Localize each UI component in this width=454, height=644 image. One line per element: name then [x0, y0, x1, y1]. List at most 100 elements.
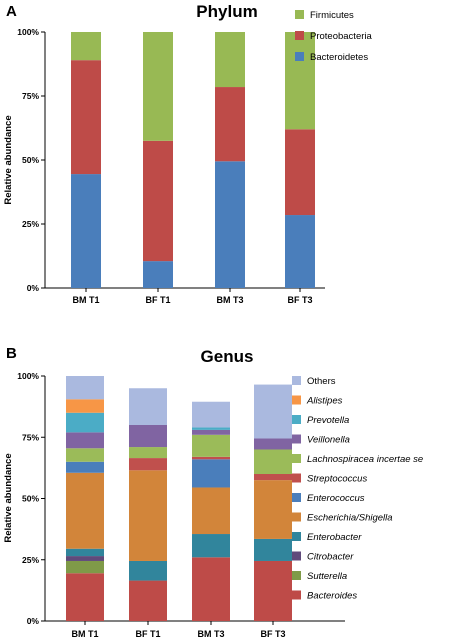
- legend-swatch-citrobacter: [292, 551, 301, 561]
- bar-firmicutes-bm-t3: [215, 32, 245, 88]
- legend-swatch-prevotella: [292, 415, 301, 424]
- legend-swatch-others: [292, 376, 301, 385]
- legend-label-enterobacter: Enterobacter: [307, 532, 362, 543]
- chart-panel-a: A Phylum 0% 25% 50% 75% 100% Relative abundance…: [3, 2, 373, 305]
- y-axis-title: Relative abundance: [3, 453, 14, 542]
- panel-letter: A: [6, 3, 17, 20]
- legend-label-sutterella: Sutterella: [307, 571, 347, 582]
- legend-swatch-escherichia-shigella: [292, 512, 301, 522]
- bar-bacteroidetes-bm-t1: [71, 174, 101, 288]
- panel-letter: B: [6, 345, 17, 362]
- bar-lachnospiracea-incertae-se-bm-t1: [66, 448, 104, 462]
- chart-title: Genus: [201, 347, 254, 366]
- bar-proteobacteria-bm-t1: [71, 60, 101, 175]
- bar-sutterella-bm-t1: [66, 560, 104, 574]
- x-tick-label: BM T3: [217, 295, 244, 305]
- legend-label-alistipes: Alistipes: [306, 396, 343, 407]
- bar-escherichia-shigella-bf-t1: [129, 470, 167, 561]
- bar-enterobacter-bf-t1: [129, 560, 167, 581]
- legend-swatch-alistipes: [292, 395, 301, 405]
- bar-escherichia-shigella-bf-t3: [254, 480, 292, 539]
- chart-title: Phylum: [196, 2, 257, 21]
- bar-lachnospiracea-incertae-se-bf-t1: [129, 447, 167, 459]
- bar-lachnospiracea-incertae-se-bm-t3: [192, 434, 230, 457]
- bar-veillonella-bm-t1: [66, 432, 104, 449]
- bar-bacteroides-bf-t1: [129, 580, 167, 621]
- legend-swatch-proteobacteria: [295, 31, 304, 40]
- bar-proteobacteria-bf-t1: [143, 140, 173, 262]
- y-tick-label: 0%: [27, 616, 40, 626]
- bar-citrobacter-bm-t1: [66, 556, 104, 561]
- bar-enterobacter-bm-t1: [66, 548, 104, 557]
- y-tick-label: 100%: [17, 27, 39, 37]
- bar-veillonella-bf-t3: [254, 438, 292, 450]
- bar-bacteroidetes-bf-t1: [143, 261, 173, 288]
- x-tick-label: BM T3: [198, 629, 225, 639]
- legend-swatch-streptococcus: [292, 473, 301, 483]
- legend-label-enterococcus: Enterococcus: [307, 493, 365, 504]
- legend-label-lachnospiracea-incertae-se: Lachnospiracea incertae se: [307, 454, 423, 465]
- bar-enterobacter-bf-t3: [254, 538, 292, 561]
- legend-label-prevotella: Prevotella: [307, 415, 349, 426]
- legend-swatch-bacteroidetes: [295, 52, 304, 61]
- y-tick-label: 0%: [27, 283, 40, 293]
- y-tick-label: 100%: [17, 371, 39, 381]
- legend-label-firmicutes: Firmicutes: [310, 10, 354, 21]
- legend-label-bacteroidetes: Bacteroidetes: [310, 52, 368, 63]
- y-tick-label: 75%: [22, 432, 39, 442]
- x-tick-label: BF T3: [260, 629, 285, 639]
- bar-escherichia-shigella-bm-t3: [192, 487, 230, 535]
- legend-swatch-sutterella: [292, 571, 301, 580]
- y-tick-label: 50%: [22, 155, 39, 165]
- bar-bacteroides-bf-t3: [254, 560, 292, 621]
- bar-firmicutes-bf-t3: [285, 32, 315, 130]
- bar-alistipes-bm-t1: [66, 399, 104, 413]
- bar-proteobacteria-bm-t3: [215, 87, 245, 162]
- y-axis-title: Relative abundance: [3, 115, 14, 204]
- bar-prevotella-bm-t1: [66, 412, 104, 433]
- bar-others-bm-t1: [66, 376, 104, 400]
- legend-label-escherichia-shigella: Escherichia/Shigella: [307, 513, 393, 524]
- x-tick-label: BM T1: [73, 295, 100, 305]
- bar-firmicutes-bm-t1: [71, 32, 101, 61]
- legend-swatch-firmicutes: [295, 10, 304, 19]
- bar-others-bm-t3: [192, 401, 230, 428]
- y-tick-label: 75%: [22, 91, 39, 101]
- bar-enterococcus-bm-t3: [192, 459, 230, 488]
- legend-label-veillonella: Veillonella: [307, 435, 350, 446]
- legend-label-bacteroides: Bacteroides: [307, 591, 357, 602]
- bar-others-bf-t1: [129, 388, 167, 425]
- bar-bacteroidetes-bm-t3: [215, 161, 245, 288]
- y-tick-label: 25%: [22, 555, 39, 565]
- legend-label-others: Others: [307, 376, 336, 387]
- bar-bacteroides-bm-t3: [192, 557, 230, 621]
- bar-streptococcus-bf-t3: [254, 474, 292, 481]
- legend-swatch-lachnospiracea-incertae-se: [292, 454, 301, 463]
- legend-swatch-bacteroides: [292, 590, 301, 600]
- bar-streptococcus-bm-t3: [192, 456, 230, 460]
- bar-bacteroides-bm-t1: [66, 573, 104, 621]
- bar-veillonella-bf-t1: [129, 425, 167, 448]
- bar-enterococcus-bm-t1: [66, 461, 104, 473]
- legend-label-streptococcus: Streptococcus: [307, 474, 367, 485]
- legend-swatch-enterococcus: [292, 493, 301, 502]
- chart-panel-b: B Genus 0% 25% 50% 75% 100% Relative abundance B…: [3, 345, 423, 639]
- bar-veillonella-bm-t3: [192, 429, 230, 435]
- x-tick-label: BM T1: [72, 629, 99, 639]
- y-tick-label: 25%: [22, 219, 39, 229]
- bar-escherichia-shigella-bm-t1: [66, 472, 104, 549]
- bar-enterobacter-bm-t3: [192, 534, 230, 558]
- bar-lachnospiracea-incertae-se-bf-t3: [254, 449, 292, 474]
- bar-bacteroidetes-bf-t3: [285, 215, 315, 288]
- legend-label-citrobacter: Citrobacter: [307, 552, 354, 563]
- x-tick-label: BF T3: [287, 295, 312, 305]
- bar-proteobacteria-bf-t3: [285, 129, 315, 216]
- bar-streptococcus-bf-t1: [129, 458, 167, 471]
- x-tick-label: BF T1: [145, 295, 170, 305]
- bar-others-bf-t3: [254, 384, 292, 439]
- y-tick-label: 50%: [22, 494, 39, 504]
- legend-swatch-enterobacter: [292, 532, 301, 541]
- legend-swatch-veillonella: [292, 434, 301, 444]
- bar-prevotella-bm-t3: [192, 427, 230, 430]
